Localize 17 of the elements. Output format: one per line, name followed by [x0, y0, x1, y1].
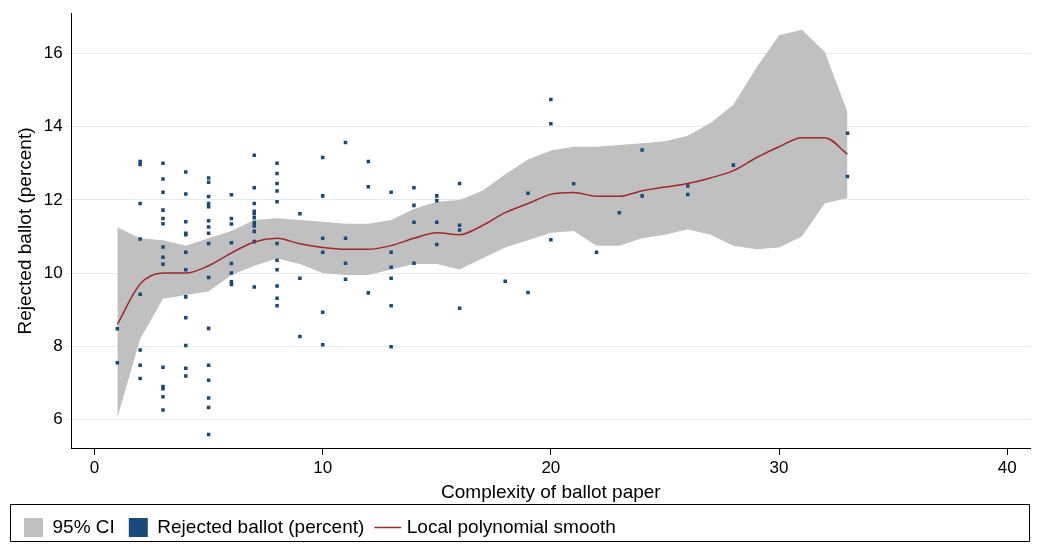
- y-tick-label: 6: [53, 409, 63, 429]
- y-tick-label: 16: [43, 43, 63, 63]
- y-tick-label: 14: [43, 116, 63, 136]
- legend-label: 95% CI: [52, 515, 115, 537]
- x-tick-label: 30: [769, 457, 789, 477]
- legend-label: Rejected ballot (percent): [157, 515, 365, 537]
- x-tick-label: 10: [313, 457, 333, 477]
- legend-label: Local polynomial smooth: [406, 515, 616, 537]
- y-tick-label: 8: [53, 335, 63, 355]
- x-axis-title: Complexity of ballot paper: [441, 480, 662, 502]
- line-series: [116, 136, 849, 326]
- y-tick-label: 12: [43, 189, 63, 209]
- x-tick-label: 0: [89, 457, 100, 477]
- y-axis-title: Rejected ballot (percent): [13, 127, 35, 335]
- x-tick-label: 40: [997, 457, 1017, 477]
- y-tick-label: 10: [43, 262, 63, 282]
- x-tick-label: 20: [541, 457, 561, 477]
